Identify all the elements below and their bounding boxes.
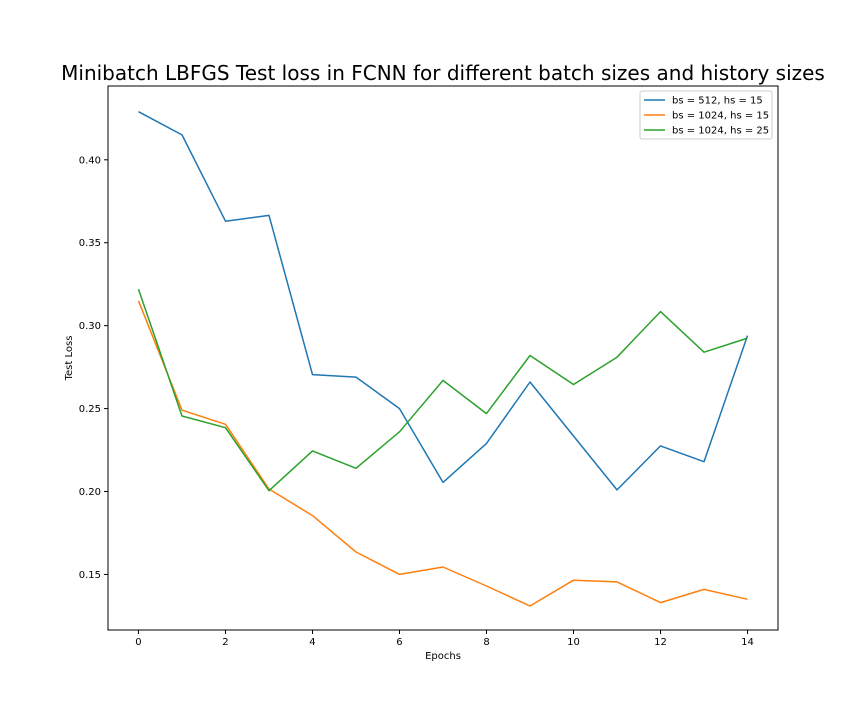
y-tick-label: 0.35: [79, 238, 101, 249]
y-axis: 0.15 0.20 0.25 0.30 0.35 0.40: [79, 155, 108, 581]
y-tick-label: 0.40: [79, 155, 101, 166]
legend-label: bs = 1024, hs = 15: [672, 111, 769, 122]
chart-title: Minibatch LBFGS Test loss in FCNN for di…: [61, 61, 825, 85]
y-axis-label: Test Loss: [64, 336, 75, 382]
series-line-3: [137, 288, 748, 492]
x-tick-label: 6: [396, 637, 402, 648]
y-tick-label: 0.20: [79, 487, 101, 498]
y-tick-label: 0.30: [79, 321, 101, 332]
legend: bs = 512, hs = 15 bs = 1024, hs = 15 bs = …: [639, 90, 773, 140]
x-tick-label: 8: [483, 637, 489, 648]
plot-frame: [107, 85, 779, 631]
series-layer: [137, 111, 749, 607]
plot-area: [107, 85, 779, 631]
x-axis-label: Epochs: [425, 651, 461, 662]
y-tick-label: 0.15: [79, 570, 101, 581]
x-tick-label: 14: [741, 637, 754, 648]
x-tick-label: 12: [654, 637, 667, 648]
x-axis: 0 2 4 6 8 10 12 14: [135, 630, 754, 648]
x-tick-label: 0: [135, 637, 141, 648]
legend-label: bs = 512, hs = 15: [672, 96, 763, 107]
series-line-2: [137, 300, 748, 607]
series-line-1: [138, 111, 749, 491]
legend-box: [639, 90, 773, 140]
legend-label: bs = 1024, hs = 25: [672, 126, 769, 137]
y-tick-label: 0.25: [79, 404, 101, 415]
x-tick-label: 10: [567, 637, 580, 648]
x-tick-label: 4: [309, 637, 315, 648]
x-tick-label: 2: [222, 637, 228, 648]
